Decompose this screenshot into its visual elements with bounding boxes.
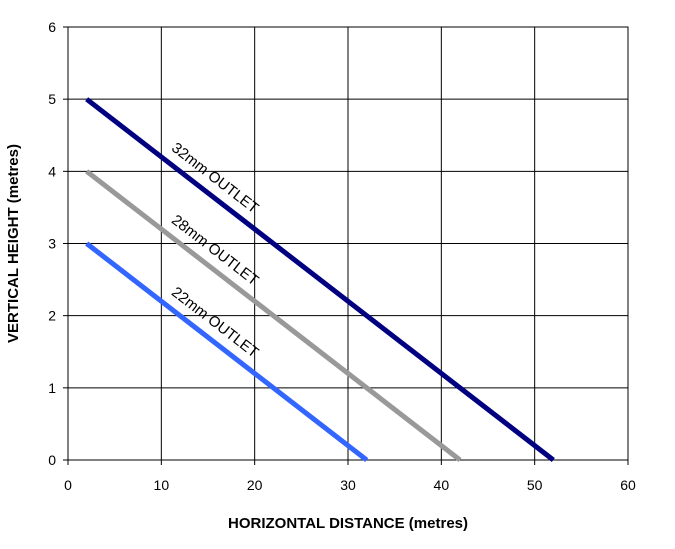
series-label-0: 32mm OUTLET [168, 139, 261, 217]
y-tick-label-2: 2 [48, 308, 56, 324]
y-tick-label-1: 1 [48, 380, 56, 396]
y-tick-label-0: 0 [48, 452, 56, 468]
plot-frame [63, 26, 629, 465]
x-tick-label-6: 60 [620, 477, 636, 493]
series-line-1 [85, 169, 462, 462]
y-tick-label-4: 4 [48, 163, 56, 179]
series-line-2 [85, 241, 369, 462]
x-tick-label-1: 10 [154, 477, 170, 493]
x-tick-label-0: 0 [64, 477, 72, 493]
y-tick-label-5: 5 [48, 91, 56, 107]
series-line-0 [85, 97, 555, 462]
x-axis-title: HORIZONTAL DISTANCE (metres) [228, 515, 468, 532]
x-tick-label-3: 30 [340, 477, 356, 493]
y-axis-title: VERTICAL HEIGHT (metres) [5, 144, 22, 343]
x-tick-labels: 0 10 20 30 40 50 60 [64, 477, 636, 493]
x-tick-label-2: 20 [247, 477, 263, 493]
y-tick-label-6: 6 [48, 19, 56, 35]
y-tick-labels: 0 1 2 3 4 5 6 [48, 19, 56, 468]
grid [67, 26, 629, 461]
y-tick-label-3: 3 [48, 236, 56, 252]
x-tick-label-4: 40 [434, 477, 450, 493]
series-lines [85, 97, 555, 462]
x-tick-label-5: 50 [527, 477, 543, 493]
